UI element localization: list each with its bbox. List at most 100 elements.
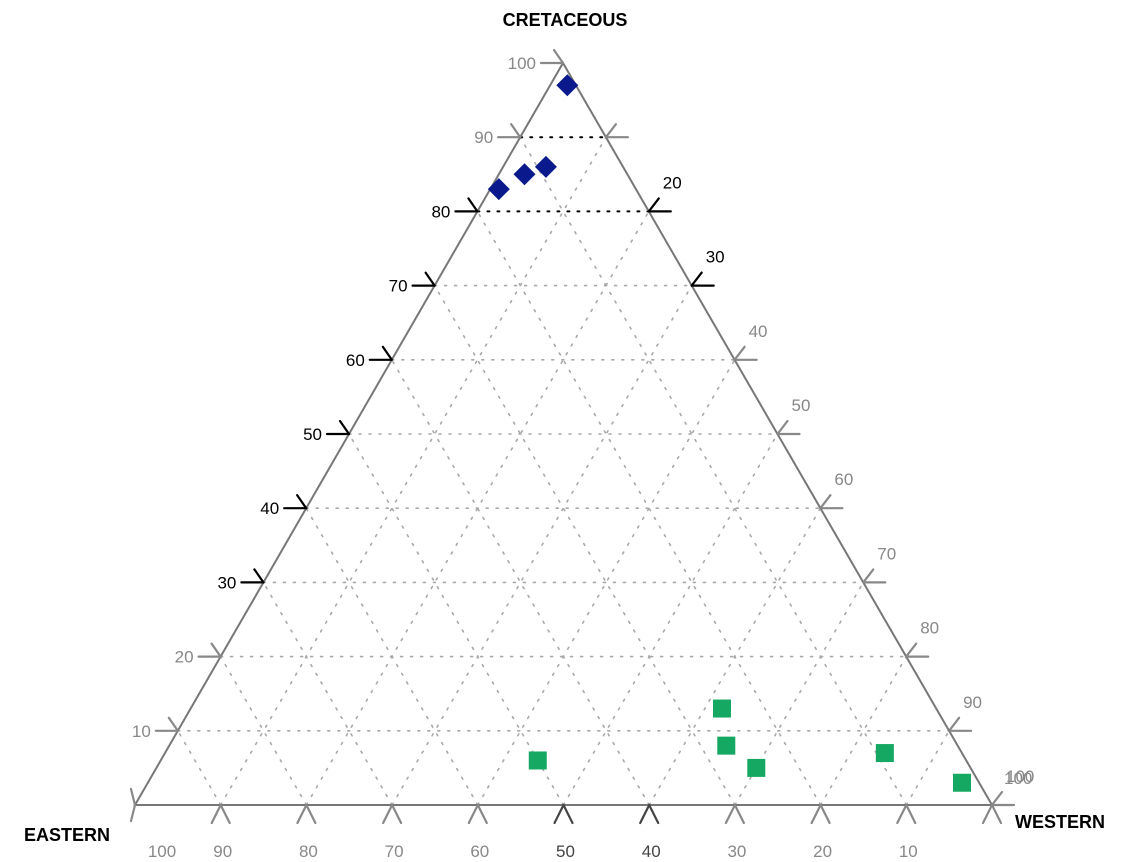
bottom-tick-0 bbox=[981, 803, 994, 825]
bottom-tick-50 bbox=[562, 803, 574, 825]
right-tick-label-70: 70 bbox=[877, 544, 896, 563]
left-tick-label-30: 30 bbox=[217, 573, 236, 592]
right-tick-label-100: 100 bbox=[1006, 767, 1034, 786]
right-tick-label-30: 30 bbox=[706, 248, 725, 267]
diamond-point-1 bbox=[534, 155, 557, 178]
left-tick-60 bbox=[381, 345, 393, 361]
right-tick-100 bbox=[990, 790, 1004, 807]
bottom-tick-100 bbox=[129, 787, 137, 807]
bottom-tick-80 bbox=[296, 803, 308, 825]
right-tick-10 bbox=[604, 123, 618, 139]
grid-line-left-30 bbox=[433, 284, 736, 806]
bottom-tick-30 bbox=[724, 803, 737, 825]
bottom-tick-10 bbox=[896, 803, 908, 825]
right-tick-label-90: 90 bbox=[963, 693, 982, 712]
grid-line-right-80 bbox=[819, 655, 908, 806]
bottom-tick-label-40: 40 bbox=[642, 842, 661, 861]
bottom-tick-40 bbox=[639, 803, 651, 825]
square-point-2 bbox=[747, 758, 766, 777]
grid-line-left-20 bbox=[476, 210, 822, 806]
bottom-tick-20 bbox=[819, 803, 831, 825]
right-tick-50 bbox=[776, 419, 789, 436]
right-tick-label-40: 40 bbox=[749, 322, 768, 341]
bottom-tick-40 bbox=[648, 803, 660, 825]
square-point-4 bbox=[952, 773, 971, 792]
diamond-point-2 bbox=[513, 163, 536, 186]
right-tick-60 bbox=[819, 494, 832, 510]
bottom-tick-80 bbox=[305, 803, 317, 825]
right-tick-80 bbox=[905, 642, 918, 658]
data-points bbox=[487, 74, 971, 792]
grid-line-right-60 bbox=[648, 507, 822, 806]
left-tick-label-20: 20 bbox=[175, 648, 194, 667]
left-tick-80 bbox=[467, 197, 479, 213]
bottom-tick-0 bbox=[990, 803, 1003, 825]
grid-line-right-10 bbox=[219, 136, 607, 806]
grid-line-right-30 bbox=[391, 284, 693, 806]
square-point-3 bbox=[875, 744, 894, 763]
bottom-tick-label-20: 20 bbox=[813, 842, 832, 861]
bottom-tick-10 bbox=[905, 803, 917, 825]
right-tick-20 bbox=[647, 197, 660, 213]
left-tick-label-80: 80 bbox=[431, 202, 450, 221]
bottom-tick-50 bbox=[553, 803, 565, 825]
right-tick-40 bbox=[733, 345, 746, 361]
bottom-tick-90 bbox=[210, 803, 222, 825]
bottom-tick-60 bbox=[476, 803, 488, 825]
left-tick-20 bbox=[210, 642, 222, 658]
bottom-tick-60 bbox=[467, 803, 479, 825]
left-tick-label-100: 100 bbox=[508, 54, 536, 73]
axis-ticks bbox=[129, 48, 1016, 825]
bottom-tick-30 bbox=[733, 803, 746, 825]
right-tick-30 bbox=[690, 271, 703, 287]
bottom-tick-70 bbox=[391, 803, 403, 825]
grid-line-right-50 bbox=[562, 433, 779, 806]
left-tick-label-70: 70 bbox=[389, 277, 408, 296]
right-tick-90 bbox=[947, 716, 961, 732]
bottom-tick-label-80: 80 bbox=[299, 842, 318, 861]
left-tick-label-90: 90 bbox=[474, 128, 493, 147]
grid-line-left-80 bbox=[219, 655, 308, 806]
right-tick-label-60: 60 bbox=[834, 470, 853, 489]
left-tick-label-60: 60 bbox=[346, 351, 365, 370]
tick-labels: 10 20 30 40 50 60 70 80 90 100 20 30 40 50 60 70 80 90 100… bbox=[132, 54, 1034, 861]
right-tick-label-50: 50 bbox=[792, 396, 811, 415]
left-tick-90 bbox=[510, 123, 522, 139]
vertex-label-left: EASTERN bbox=[24, 825, 110, 845]
bottom-tick-label-50: 50 bbox=[556, 842, 575, 861]
left-tick-50 bbox=[338, 419, 351, 436]
grid-line-left-60 bbox=[305, 507, 479, 806]
left-tick-70 bbox=[424, 271, 436, 287]
bottom-tick-label-60: 60 bbox=[470, 842, 489, 861]
right-tick-label-100: 100 bbox=[1004, 769, 1032, 788]
grid-line-left-70 bbox=[262, 581, 393, 806]
left-tick-40 bbox=[296, 494, 308, 510]
triangle-frame bbox=[133, 61, 994, 806]
right-tick-70 bbox=[862, 568, 875, 584]
bottom-tick-90 bbox=[219, 803, 231, 825]
right-tick-label-20: 20 bbox=[663, 173, 682, 192]
bottom-tick-70 bbox=[382, 803, 394, 825]
bottom-tick-100 bbox=[129, 803, 137, 823]
bottom-tick-20 bbox=[810, 803, 822, 825]
bottom-tick-label-90: 90 bbox=[213, 842, 232, 861]
diamond-point-3 bbox=[487, 178, 510, 201]
left-tick-10 bbox=[167, 716, 179, 732]
bottom-tick-label-10: 10 bbox=[899, 842, 918, 861]
bottom-tick-label-30: 30 bbox=[727, 842, 746, 861]
left-tick-label-50: 50 bbox=[303, 425, 322, 444]
diamond-point-0 bbox=[556, 74, 579, 97]
left-tick-30 bbox=[253, 568, 265, 584]
right-tick-label-80: 80 bbox=[920, 619, 939, 638]
left-tick-100 bbox=[552, 48, 565, 65]
bottom-tick-label-100: 100 bbox=[148, 842, 176, 861]
square-point-5 bbox=[528, 751, 547, 770]
vertex-label-top: CRETACEOUS bbox=[503, 10, 628, 30]
grid-line-left-90 bbox=[177, 729, 222, 806]
grid-lines bbox=[177, 136, 950, 806]
grid-line-left-50 bbox=[348, 433, 565, 806]
square-point-0 bbox=[712, 699, 731, 718]
grid-line-right-90 bbox=[905, 729, 950, 806]
vertex-label-right: WESTERN bbox=[1015, 812, 1105, 832]
